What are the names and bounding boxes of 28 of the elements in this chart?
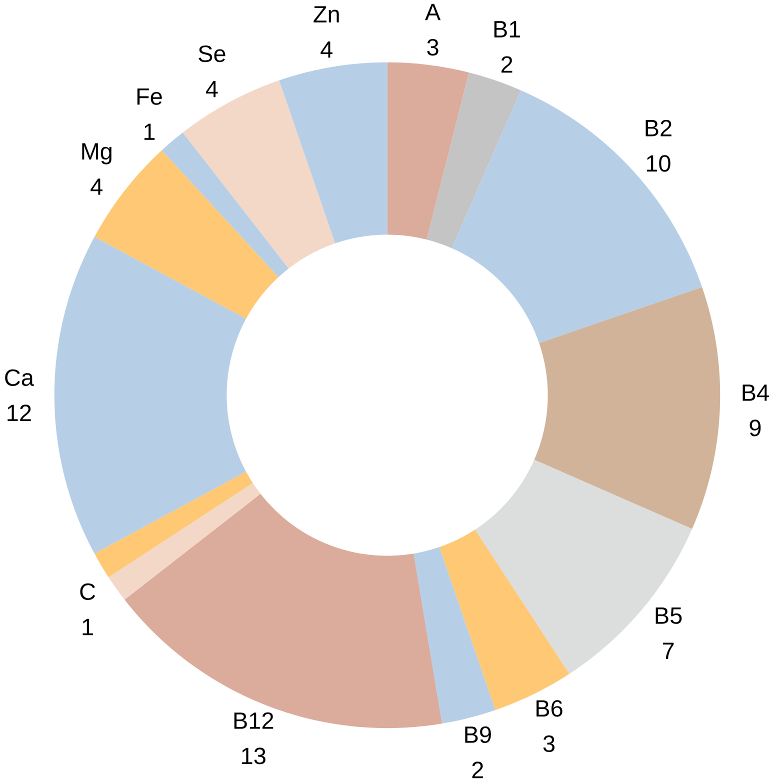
- data-label: 13: [242, 748, 266, 764]
- slice-label: C: [80, 583, 96, 600]
- data-label: 4: [206, 80, 218, 98]
- data-label: 10: [647, 155, 671, 172]
- slice-label: B12: [234, 712, 274, 729]
- data-label: 1: [144, 124, 155, 140]
- slice-label: B5: [656, 608, 682, 624]
- data-label: 9: [750, 420, 761, 436]
- data-label: 3: [427, 38, 439, 56]
- slice-label: B1: [494, 21, 520, 38]
- slice-label: A: [425, 4, 441, 20]
- data-label: 2: [472, 762, 484, 778]
- data-label: 7: [663, 642, 674, 659]
- data-label: 1: [83, 618, 94, 636]
- slice-label: Fe: [138, 88, 162, 105]
- data-label: 4: [90, 178, 103, 195]
- slice-label: B2: [646, 120, 672, 136]
- slice-label: Zn: [314, 6, 340, 22]
- data-label: 2: [502, 56, 512, 73]
- slice-label: B9: [465, 726, 492, 744]
- data-label: 4: [320, 42, 333, 58]
- slice-label: Se: [198, 45, 226, 62]
- slice-label: B4: [743, 384, 770, 401]
- data-label: 3: [544, 735, 555, 752]
- slice-label: B6: [536, 700, 563, 717]
- slice-label: Ca: [5, 369, 34, 386]
- data-label: 12: [8, 404, 32, 422]
- slice-label: Mg: [82, 143, 112, 164]
